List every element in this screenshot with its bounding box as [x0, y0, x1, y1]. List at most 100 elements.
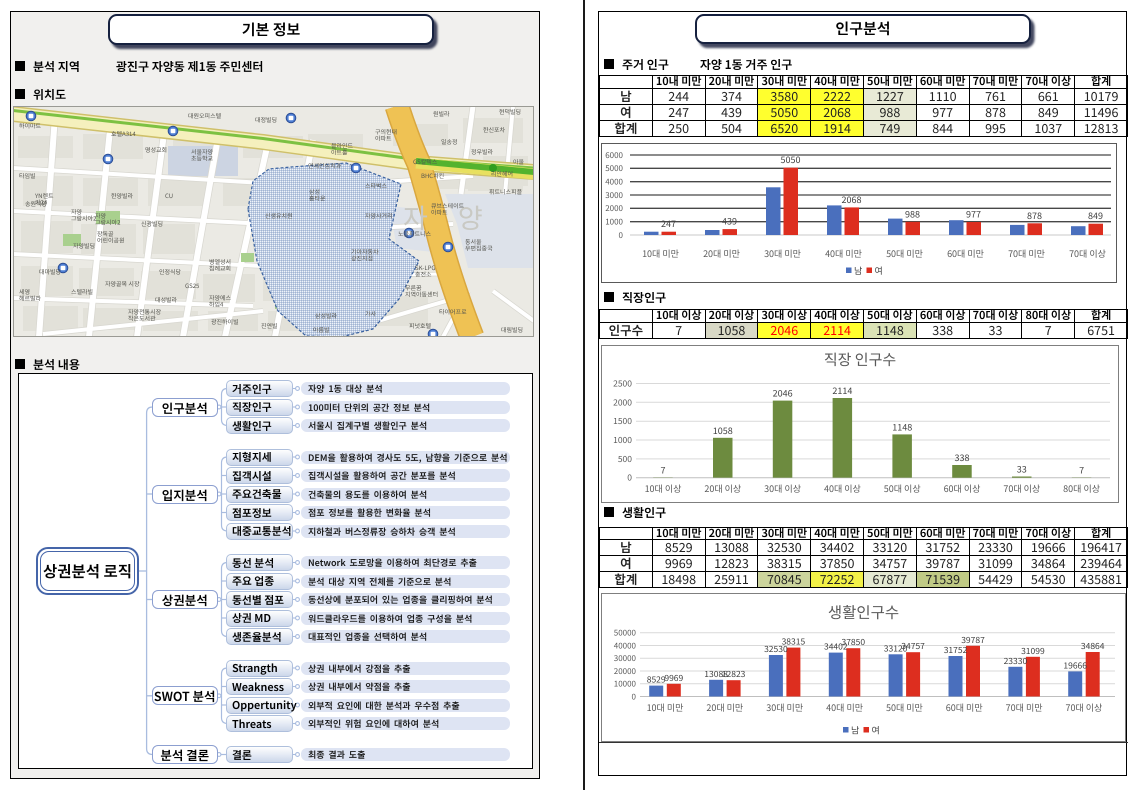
svg-text:31099: 31099 [1021, 645, 1045, 657]
svg-text:338: 338 [955, 451, 970, 464]
svg-text:0: 0 [632, 691, 637, 702]
svg-text:8529: 8529 [647, 674, 666, 686]
svg-text:39787: 39787 [961, 634, 985, 646]
svg-text:GS25: GS25 [185, 281, 200, 290]
svg-text:50대 미만: 50대 미만 [886, 247, 923, 260]
svg-text:인정식당: 인정식당 [159, 267, 182, 276]
svg-text:무른꿈: 무른꿈 [405, 283, 422, 292]
svg-text:광진지점: 광진지점 [351, 254, 373, 263]
svg-text:휘트니스피플: 휘트니스피플 [489, 187, 523, 196]
svg-text:31752: 31752 [944, 644, 968, 656]
svg-text:원빌라: 원빌라 [433, 109, 450, 118]
svg-text:977: 977 [966, 208, 981, 221]
svg-text:YN렌트: YN렌트 [35, 191, 54, 200]
svg-text:CU: CU [165, 191, 173, 200]
svg-text:일송정: 일송정 [441, 137, 458, 146]
svg-text:40대 이상: 40대 이상 [824, 482, 861, 495]
svg-text:피넛호텔: 피넛호텔 [409, 321, 432, 330]
svg-text:송원식당: 송원식당 [25, 199, 48, 208]
svg-text:신광빌딩: 신광빌딩 [141, 219, 163, 228]
svg-text:세영: 세영 [19, 287, 30, 296]
svg-text:3000: 3000 [605, 190, 623, 201]
svg-text:우편집중국: 우편집중국 [465, 244, 493, 253]
svg-text:0: 0 [627, 472, 632, 484]
svg-text:자양에스: 자양에스 [209, 293, 232, 302]
svg-text:대정빌딩: 대정빌딩 [255, 115, 277, 124]
svg-text:5050: 5050 [781, 153, 801, 166]
svg-text:33120: 33120 [884, 642, 908, 654]
svg-text:247: 247 [661, 217, 676, 230]
svg-text:32530: 32530 [764, 643, 788, 655]
svg-text:홈타운: 홈타운 [309, 194, 326, 203]
svg-text:아름빌: 아름빌 [313, 325, 330, 334]
svg-text:자양: 자양 [71, 207, 83, 216]
svg-text:타임빌: 타임빌 [19, 171, 36, 180]
svg-text:9969: 9969 [664, 672, 683, 684]
svg-text:500: 500 [618, 453, 632, 465]
svg-text:988: 988 [905, 207, 920, 220]
svg-text:40대 미만: 40대 미만 [826, 701, 863, 714]
svg-text:7: 7 [661, 463, 666, 476]
svg-text:대림빌딩: 대림빌딩 [501, 325, 523, 334]
svg-text:현덕빌딩: 현덕빌딩 [499, 107, 521, 116]
svg-text:작은도서관: 작은도서관 [128, 314, 156, 323]
svg-text:아파트: 아파트 [431, 208, 448, 217]
svg-text:10대 이상: 10대 이상 [645, 482, 682, 495]
svg-text:40대 미만: 40대 미만 [825, 247, 862, 260]
svg-text:2000: 2000 [613, 396, 632, 408]
svg-text:30000: 30000 [614, 653, 637, 664]
svg-text:어린이공원: 어린이공원 [97, 236, 125, 245]
svg-text:스타벅스: 스타벅스 [365, 181, 388, 190]
svg-text:아울: 아울 [513, 157, 525, 166]
svg-text:신생유치원: 신생유치원 [265, 211, 293, 220]
svg-text:7: 7 [1079, 463, 1084, 476]
svg-text:6000: 6000 [605, 150, 623, 161]
svg-text:아트홀: 아트홀 [331, 148, 348, 157]
svg-text:카24: 카24 [35, 198, 48, 207]
svg-text:삼성: 삼성 [309, 187, 320, 196]
svg-text:1148: 1148 [892, 420, 912, 433]
svg-text:타이어프로: 타이어프로 [439, 307, 467, 316]
svg-text:하이마트: 하이마트 [19, 121, 42, 130]
svg-text:지역아동센터: 지역아동센터 [405, 290, 438, 299]
svg-text:2068: 2068 [842, 193, 862, 206]
svg-text:34757: 34757 [901, 640, 925, 652]
svg-text:70대 이상: 70대 이상 [1065, 701, 1102, 714]
svg-text:삼성빌라: 삼성빌라 [315, 311, 338, 320]
svg-text:70대 이상: 70대 이상 [1003, 482, 1040, 495]
svg-text:70대 미만: 70대 미만 [1006, 701, 1043, 714]
svg-text:그랑시아2: 그랑시아2 [95, 218, 121, 227]
svg-text:한양빌라: 한양빌라 [111, 191, 134, 200]
svg-text:GS칼텍스: GS칼텍스 [413, 157, 438, 166]
svg-text:리안헤어: 리안헤어 [491, 169, 513, 178]
svg-text:생활인구수: 생활인구수 [828, 601, 899, 623]
svg-text:자양전통시장: 자양전통시장 [128, 307, 162, 316]
svg-text:20대 이상: 20대 이상 [704, 482, 741, 495]
svg-text:1000: 1000 [605, 217, 623, 228]
svg-text:노블휘트니스: 노블휘트니스 [398, 229, 432, 238]
svg-text:정우빌라: 정우빌라 [471, 147, 494, 156]
svg-text:2114: 2114 [832, 384, 852, 397]
svg-text:30대 미만: 30대 미만 [766, 701, 803, 714]
svg-text:19666: 19666 [1063, 659, 1087, 671]
svg-text:12823: 12823 [722, 668, 746, 680]
svg-text:30대 미만: 30대 미만 [764, 247, 801, 260]
svg-text:자양: 자양 [95, 211, 107, 220]
svg-text:60대 미만: 60대 미만 [947, 247, 984, 260]
svg-text:자 양: 자 양 [403, 197, 495, 236]
svg-text:10000: 10000 [614, 679, 637, 690]
svg-text:병엘성서: 병엘성서 [209, 257, 231, 266]
svg-text:50000: 50000 [614, 628, 637, 639]
svg-text:연세안심치과: 연세안심치과 [308, 161, 342, 170]
svg-text:37850: 37850 [842, 636, 866, 648]
svg-text:자양빌딩: 자양빌딩 [73, 241, 95, 250]
svg-text:침례교회: 침례교회 [209, 264, 231, 273]
svg-text:충전소: 충전소 [415, 270, 432, 279]
svg-text:진연빌: 진연빌 [261, 321, 278, 330]
svg-text:20대 미만: 20대 미만 [706, 701, 743, 714]
svg-text:60대 이상: 60대 이상 [944, 482, 981, 495]
svg-text:BHC치킨: BHC치킨 [421, 171, 444, 180]
svg-text:그랑시아2: 그랑시아2 [71, 214, 97, 223]
svg-text:20대 미만: 20대 미만 [703, 247, 740, 260]
svg-text:하임4: 하임4 [209, 300, 224, 309]
